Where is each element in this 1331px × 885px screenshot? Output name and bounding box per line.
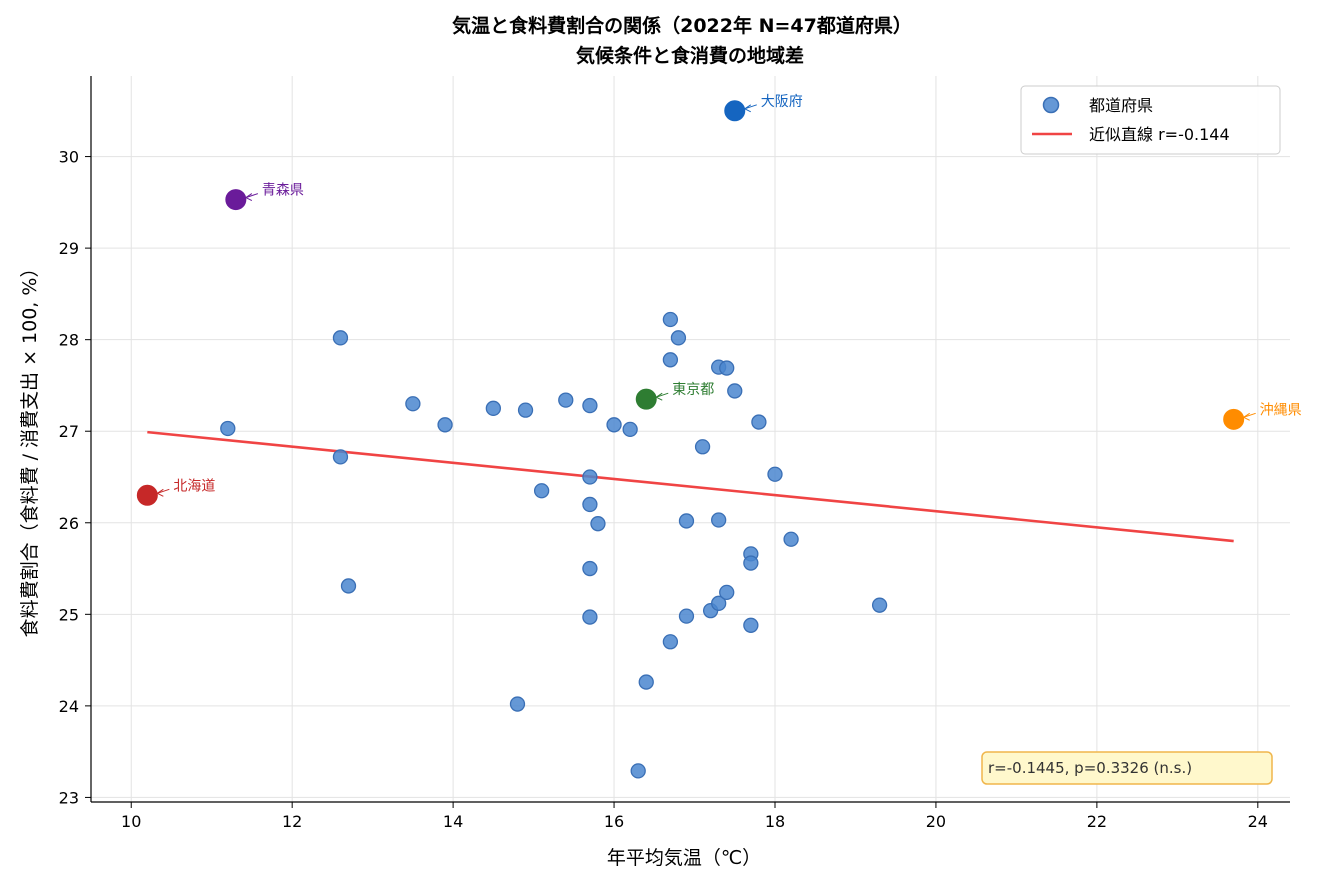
data-point: [638, 674, 654, 690]
data-point: [662, 634, 679, 650]
annotation-label: 沖縄県: [1260, 402, 1302, 418]
data-point: [711, 512, 727, 528]
x-tick-label: 20: [926, 812, 946, 831]
legend-label-scatter: 都道府県: [1089, 96, 1153, 115]
highlight-point: [225, 189, 247, 211]
y-axis-label: 食料費割合（食料費 / 消費支出 × 100, %）: [19, 259, 41, 638]
annotation-arrow: [656, 392, 669, 398]
data-point: [590, 516, 606, 532]
axes-layer: [90, 76, 1290, 803]
x-tick-label: 24: [1248, 812, 1268, 831]
x-tick-label: 14: [443, 812, 463, 831]
data-point: [711, 595, 727, 611]
y-tick-label: 28: [59, 331, 79, 350]
x-tick-label: 22: [1087, 812, 1107, 831]
trend-line: [147, 430, 1234, 543]
legend-frame: [1020, 85, 1281, 155]
data-point: [719, 584, 735, 600]
trend-layer: [147, 430, 1234, 543]
data-point: [509, 696, 526, 712]
annotation-label: 大阪府: [761, 94, 803, 110]
highlight-point: [1223, 408, 1245, 430]
data-point: [332, 449, 349, 465]
data-point: [670, 330, 687, 346]
tick-layer: 10 12 14 16 18 20 22 24 23 24 25 26 27 28 29 30: [59, 148, 1268, 831]
data-point: [662, 311, 679, 328]
data-point: [719, 360, 735, 376]
data-point: [405, 396, 421, 412]
x-tick-label: 18: [765, 812, 785, 831]
annotation-arrow: [157, 488, 170, 494]
highlight-point: [136, 484, 158, 506]
data-point: [558, 392, 574, 408]
y-tick-label: 30: [59, 148, 79, 167]
data-point: [727, 383, 743, 399]
x-tick-label: 10: [121, 812, 141, 831]
data-point: [582, 496, 598, 513]
data-point: [340, 578, 357, 594]
data-point: [622, 421, 638, 438]
annotation-arrowhead: [655, 392, 663, 401]
annotation-label: 北海道: [173, 478, 215, 494]
x-tick-label: 12: [282, 812, 302, 831]
data-point: [871, 597, 888, 613]
data-point: [332, 330, 349, 346]
legend-marker-scatter: [1042, 96, 1060, 114]
annotation-arrowhead: [744, 104, 752, 113]
points-layer: [220, 311, 888, 779]
grid-layer: [91, 76, 1290, 802]
legend-label-trend: 近似直線 r=-0.144: [1089, 125, 1230, 144]
highlight-point: [635, 388, 657, 410]
data-point: [582, 609, 598, 625]
y-tick-label: 25: [59, 605, 79, 624]
annotation-arrow: [1243, 412, 1256, 418]
y-tick-label: 29: [59, 239, 79, 258]
data-point: [678, 608, 695, 624]
y-tick-label: 26: [59, 514, 79, 533]
data-point: [582, 560, 598, 577]
annotation-arrowhead: [245, 193, 253, 202]
stats-box-frame: [981, 751, 1273, 785]
annotation-arrowhead: [1243, 412, 1250, 421]
data-point: [743, 617, 759, 633]
stats-text: r=-0.1445, p=0.3326 (n.s.): [988, 759, 1192, 777]
data-point: [783, 531, 799, 547]
data-point: [678, 513, 695, 529]
y-tick-label: 24: [59, 697, 79, 716]
data-point: [751, 414, 767, 430]
data-point: [485, 400, 501, 416]
data-point: [582, 469, 598, 485]
x-tick-label: 16: [604, 812, 624, 831]
data-point: [662, 352, 679, 368]
data-point: [694, 439, 711, 455]
data-point: [437, 417, 453, 433]
chart-subtitle: 気候条件と食消費の地域差: [576, 44, 804, 67]
stats-box: r=-0.1445, p=0.3326 (n.s.): [981, 751, 1273, 785]
data-point: [743, 555, 759, 571]
annotation-arrow: [744, 104, 757, 110]
data-point: [582, 397, 598, 414]
chart-title: 気温と食料費割合の関係（2022年 N=47都道府県）: [452, 14, 912, 37]
y-tick-label: 27: [59, 422, 79, 441]
annotation-arrow: [245, 193, 259, 199]
legend: 都道府県 近似直線 r=-0.144: [1020, 85, 1281, 155]
y-tick-label: 23: [59, 788, 79, 807]
data-point: [767, 466, 783, 482]
data-point: [220, 420, 236, 437]
annotation-label: 青森県: [262, 183, 304, 199]
highlight-point: [724, 100, 746, 122]
data-point: [630, 763, 646, 779]
data-point: [517, 402, 534, 418]
x-axis-label: 年平均気温（℃）: [607, 847, 761, 869]
annotation-label: 東京都: [672, 382, 714, 398]
data-point: [533, 483, 550, 499]
data-point: [606, 417, 622, 433]
annotation-arrowhead: [157, 488, 164, 497]
